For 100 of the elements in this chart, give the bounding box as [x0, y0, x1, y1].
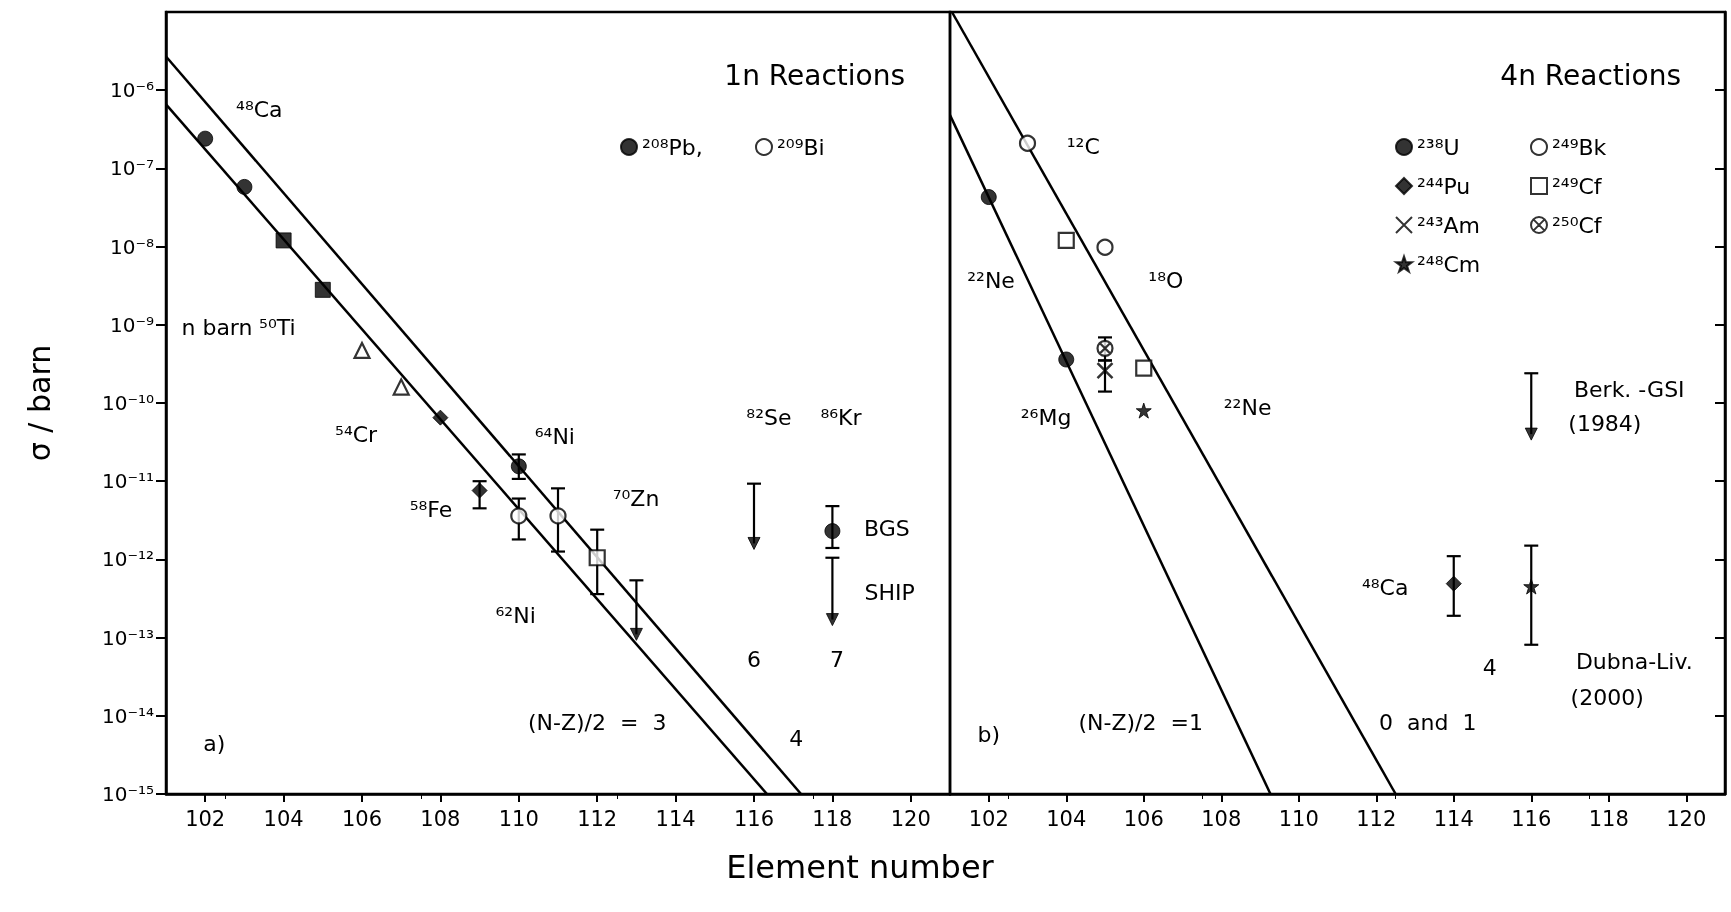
- point: [1135, 359, 1153, 377]
- point: [1445, 575, 1462, 592]
- legend-label: ²⁴³Am: [1417, 212, 1480, 238]
- annotation: 4: [1482, 654, 1497, 680]
- y-tick-label: 10⁻⁹: [109, 312, 154, 337]
- x-tick-label: 102: [185, 806, 226, 831]
- annotation: ⁸⁶Kr: [820, 405, 863, 431]
- annotation: (2000): [1570, 685, 1644, 711]
- annotation: ⁴⁸Ca: [236, 96, 283, 122]
- text: 1n Reactions: [724, 58, 906, 92]
- annotation: (N-Z)/2 =1: [1078, 709, 1203, 735]
- point: [1135, 402, 1152, 419]
- x-tick-label: 106: [341, 806, 383, 831]
- x-tick-label: 108: [420, 806, 461, 831]
- point: [510, 507, 528, 525]
- y-tick-label: 10⁻¹⁵: [101, 782, 154, 806]
- annotation: BGS: [864, 515, 910, 541]
- annotation: ²²Ne: [1223, 395, 1272, 421]
- annotation: ⁶⁴Ni: [534, 424, 575, 450]
- point: [1058, 351, 1075, 368]
- x-tick-label: 120: [890, 806, 931, 831]
- point: [588, 549, 606, 567]
- annotation: ²⁶Mg: [1020, 405, 1072, 431]
- annotation: b): [977, 721, 1001, 747]
- point: [549, 507, 567, 525]
- point: [510, 458, 527, 475]
- point: [353, 341, 371, 360]
- point: [314, 281, 331, 298]
- point: [1524, 427, 1538, 441]
- legend-label: ²⁵⁰Cf: [1552, 212, 1603, 238]
- annotation: ⁶²Ni: [495, 603, 536, 629]
- point: [1018, 134, 1037, 152]
- annotation: ⁷⁰Zn: [612, 486, 660, 512]
- annotation: ⁵⁴Cr: [335, 422, 379, 448]
- legend-label: ²³⁸U: [1417, 134, 1460, 160]
- annotation: Berk. -GSI: [1573, 376, 1685, 402]
- x-tick-label: 116: [1511, 806, 1552, 831]
- x-tick-label: 110: [498, 806, 539, 831]
- legend-label: ²⁰⁹Bi: [777, 134, 825, 160]
- annotation: ⁵⁰Ti: [259, 314, 296, 340]
- x-tick-label: 108: [1201, 806, 1242, 831]
- y-tick-label: 10⁻⁸: [109, 234, 154, 259]
- x-tick-label: 112: [1356, 806, 1397, 831]
- x-tick-label: 120: [1666, 806, 1707, 831]
- x-tick-label: 102: [968, 806, 1009, 831]
- annotation: 6: [747, 647, 761, 673]
- point: [1057, 231, 1075, 250]
- x-tick-label: 114: [655, 806, 696, 831]
- point: [825, 613, 839, 627]
- annotation: 7: [830, 647, 845, 673]
- annotation: Dubna-Liv.: [1575, 648, 1693, 674]
- y-axis-title: σ / barn: [21, 344, 57, 462]
- y-tick-label: 10⁻¹³: [101, 625, 154, 650]
- y-tick-label: 10⁻¹²: [101, 547, 154, 572]
- x-tick-label: 112: [577, 806, 618, 831]
- annotation: (1984): [1568, 411, 1642, 437]
- annotation: (N-Z)/2 = 3: [527, 710, 667, 736]
- x-tick-label: 118: [812, 806, 853, 831]
- legend-label: ²⁴⁹Bk: [1552, 134, 1607, 160]
- text: 4n Reactions: [1500, 58, 1682, 92]
- annotation: ¹⁸O: [1148, 267, 1184, 293]
- annotation: SHIP: [864, 579, 915, 605]
- annotation: n barn: [181, 314, 253, 340]
- point: [432, 409, 449, 426]
- x-axis-title: Element number: [725, 848, 995, 886]
- y-tick-label: 10⁻¹⁴: [101, 703, 154, 728]
- point: [1523, 578, 1540, 595]
- legend-label: ²⁴⁹Cf: [1552, 173, 1603, 199]
- legend-label: ²⁰⁸Pb,: [642, 134, 703, 160]
- point: [629, 627, 643, 641]
- point: [392, 378, 410, 396]
- point: [824, 523, 841, 540]
- point: [980, 189, 997, 206]
- point: [236, 178, 253, 195]
- point: [1096, 361, 1114, 380]
- point: [1096, 238, 1114, 256]
- x-tick-label: 104: [263, 806, 304, 831]
- x-tick-label: 118: [1588, 806, 1629, 831]
- legend-label: ²⁴⁸Cm: [1417, 251, 1481, 277]
- point: [275, 232, 292, 249]
- legend-label: ²⁴⁴Pu: [1417, 173, 1471, 199]
- x-tick-label: 104: [1046, 806, 1087, 831]
- annotation: ⁸²Se: [746, 405, 792, 431]
- y-tick-label: 10⁻⁶: [109, 78, 154, 103]
- y-tick-label: 10⁻¹¹: [101, 469, 154, 494]
- point: [471, 482, 488, 499]
- point: [197, 130, 214, 147]
- x-tick-label: 106: [1123, 806, 1164, 831]
- point: [747, 536, 761, 550]
- x-tick-label: 114: [1433, 806, 1474, 831]
- annotation: ²²Ne: [967, 267, 1015, 293]
- annotation: ¹²C: [1066, 134, 1100, 160]
- annotation: ⁵⁸Fe: [409, 496, 453, 522]
- y-tick-label: 10⁻¹⁰: [101, 391, 154, 415]
- x-tick-label: 116: [733, 806, 775, 831]
- annotation: ⁴⁸Ca: [1361, 574, 1409, 600]
- annotation: 4: [789, 725, 804, 751]
- y-tick-label: 10⁻⁷: [109, 156, 154, 181]
- annotation: a): [203, 731, 226, 757]
- x-tick-label: 110: [1278, 806, 1319, 831]
